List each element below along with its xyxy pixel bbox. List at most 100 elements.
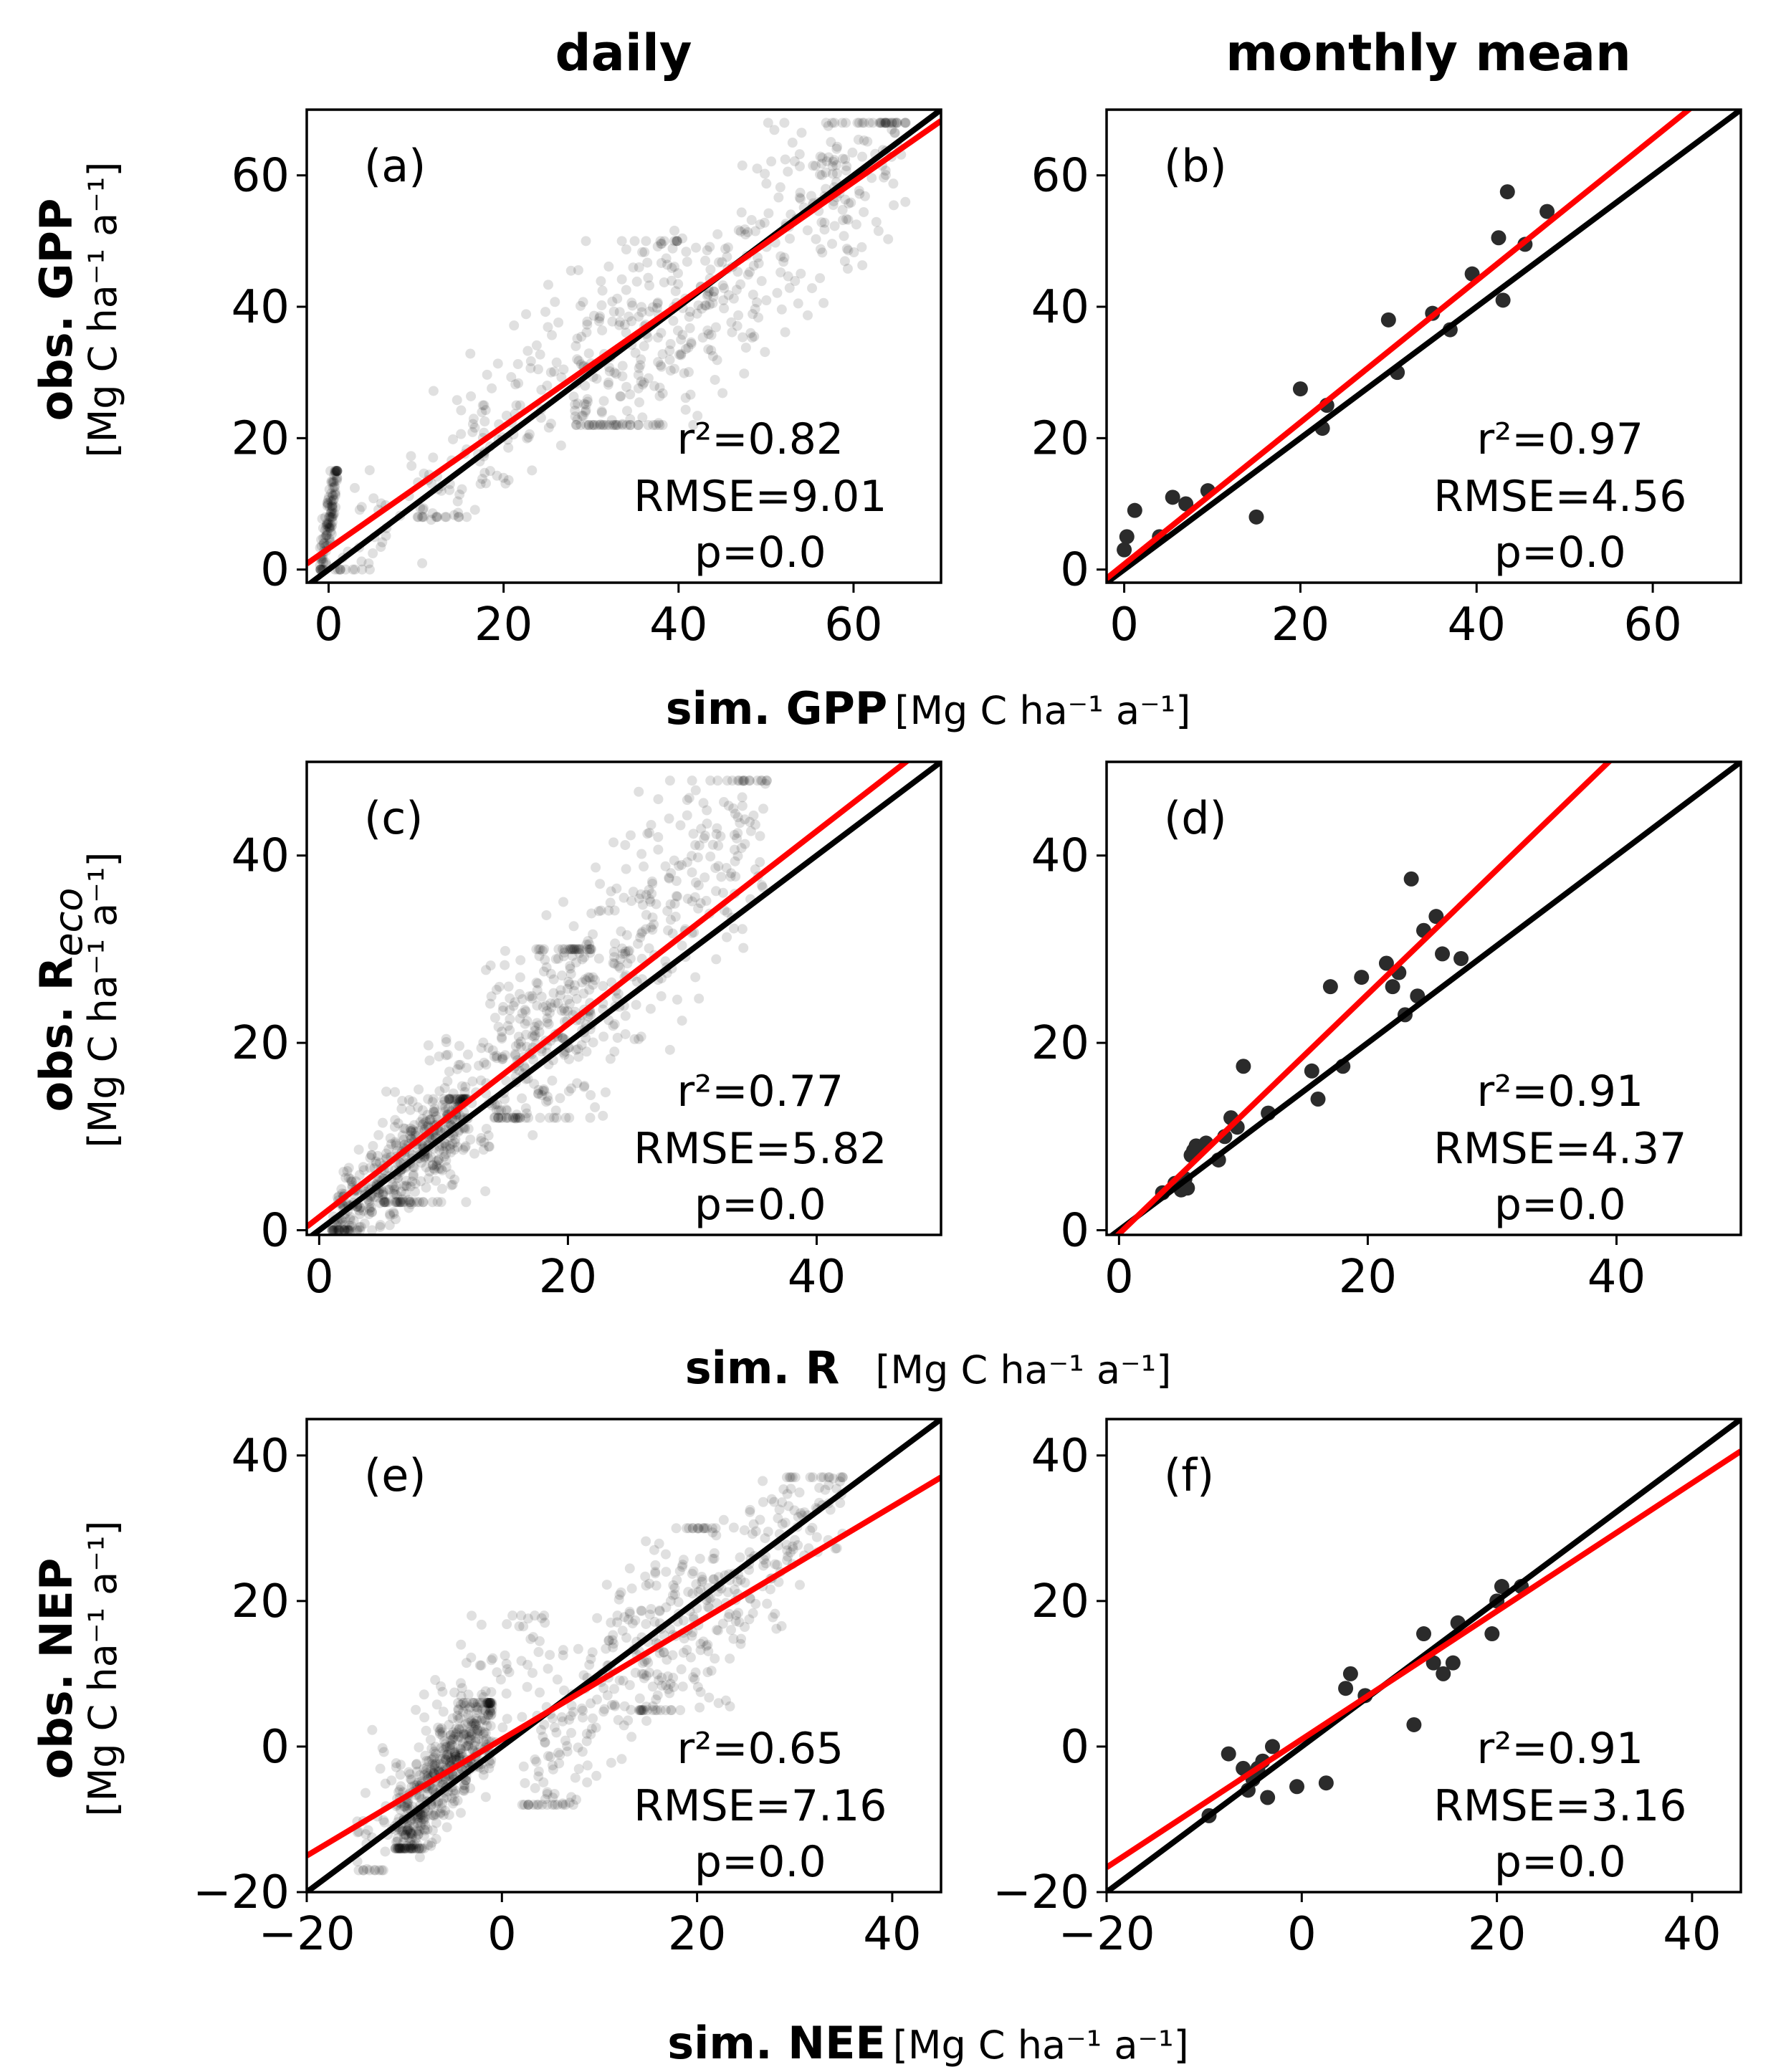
- data-point: [609, 1684, 620, 1694]
- data-point: [805, 1472, 816, 1483]
- data-point: [527, 1130, 538, 1140]
- data-point: [705, 851, 716, 862]
- data-point: [610, 938, 621, 949]
- data-point: [737, 775, 748, 786]
- regression-line: [307, 762, 911, 1229]
- data-point: [602, 1690, 613, 1701]
- data-point: [811, 1532, 822, 1542]
- data-point: [702, 818, 712, 829]
- data-point: [527, 465, 538, 476]
- data-point: [641, 1536, 651, 1547]
- data-point: [398, 1837, 409, 1848]
- data-point: [637, 1658, 648, 1668]
- data-point: [345, 1212, 355, 1223]
- data-point: [436, 1183, 447, 1194]
- data-point: [745, 267, 755, 277]
- data-point: [480, 1728, 491, 1739]
- data-point: [324, 533, 335, 544]
- data-point: [442, 1049, 453, 1060]
- data-point: [841, 214, 852, 224]
- data-point: [543, 280, 553, 290]
- data-point: [701, 300, 712, 311]
- data-point: [621, 244, 631, 255]
- data-point: [484, 1763, 495, 1774]
- data-point: [644, 827, 654, 838]
- data-point: [479, 1137, 490, 1148]
- data-point: [420, 1820, 431, 1830]
- data-point: [419, 1843, 429, 1854]
- data-point: [687, 1631, 697, 1641]
- data-point: [404, 1769, 415, 1780]
- data-point: [497, 1006, 508, 1016]
- data-point: [703, 329, 714, 340]
- data-point: [608, 837, 619, 848]
- data-point: [692, 852, 703, 863]
- data-point: [554, 1758, 565, 1769]
- data-point: [402, 1823, 413, 1834]
- data-point: [859, 135, 869, 145]
- data-point: [350, 482, 361, 493]
- data-point: [520, 1103, 531, 1114]
- r2-label: r²=0.91: [1476, 1724, 1643, 1774]
- data-point: [429, 1752, 439, 1763]
- data-point: [649, 1545, 659, 1555]
- data-point: [440, 1739, 451, 1749]
- data-point: [484, 1706, 495, 1717]
- data-point: [354, 1222, 365, 1233]
- data-point: [568, 1706, 578, 1717]
- data-point: [745, 826, 756, 836]
- data-point: [807, 283, 818, 294]
- data-point: [802, 225, 813, 236]
- data-point: [424, 1114, 435, 1125]
- data-point: [456, 405, 467, 416]
- data-point: [366, 1202, 376, 1213]
- data-point: [684, 793, 694, 803]
- data-point: [766, 156, 777, 167]
- data-point: [711, 829, 722, 839]
- data-point: [773, 1577, 784, 1588]
- data-point: [563, 1054, 574, 1064]
- data-point: [748, 290, 758, 300]
- data-point: [537, 1800, 548, 1810]
- data-point: [707, 298, 718, 309]
- data-point: [406, 1775, 417, 1785]
- data-point: [868, 118, 879, 128]
- data-point: [340, 1173, 351, 1183]
- data-point: [1416, 1626, 1431, 1642]
- data-point: [461, 1741, 472, 1752]
- data-point: [449, 1094, 460, 1104]
- data-point: [463, 1718, 474, 1729]
- r2-label: r²=0.82: [677, 414, 844, 464]
- data-point: [653, 357, 664, 368]
- data-point: [381, 530, 391, 541]
- data-point: [384, 1220, 395, 1231]
- data-point: [744, 775, 755, 786]
- data-point: [840, 194, 851, 205]
- data-point: [444, 1740, 455, 1751]
- data-point: [1310, 1091, 1326, 1107]
- data-point: [802, 310, 813, 320]
- data-point: [615, 954, 626, 965]
- data-point: [419, 1764, 429, 1775]
- data-point: [578, 1705, 588, 1716]
- data-point: [409, 1119, 419, 1130]
- data-point: [681, 247, 692, 257]
- data-point: [618, 1676, 629, 1686]
- data-point: [530, 1026, 540, 1036]
- data-point: [519, 1800, 530, 1810]
- data-point: [407, 1829, 418, 1840]
- data-point: [453, 1704, 464, 1714]
- data-point: [1178, 496, 1194, 512]
- data-point: [467, 1698, 478, 1708]
- data-point: [679, 368, 689, 378]
- data-point: [771, 1623, 782, 1634]
- data-point: [434, 1145, 445, 1155]
- data-point: [510, 1112, 521, 1123]
- data-point: [677, 940, 687, 951]
- data-point: [489, 1051, 500, 1062]
- panel-label: (d): [1164, 792, 1227, 844]
- data-point: [404, 1197, 415, 1208]
- data-point: [577, 1747, 588, 1757]
